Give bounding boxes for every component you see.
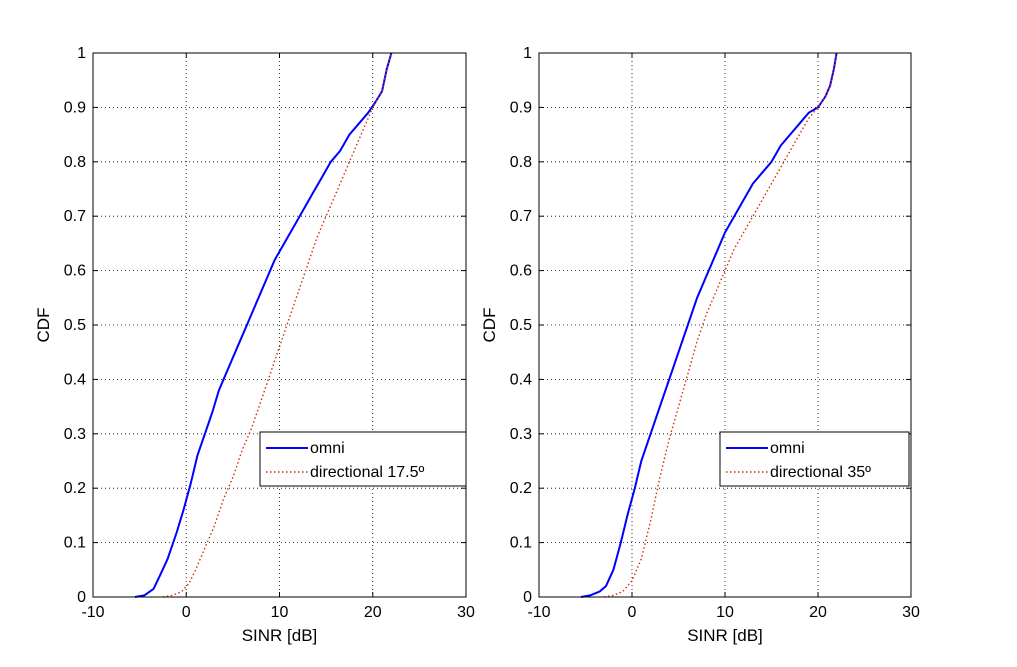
y-tick-label: 0.1 (64, 535, 86, 552)
x-tick-label: 0 (628, 604, 637, 621)
x-tick-label: 20 (809, 604, 827, 621)
x-tick-label: 30 (902, 604, 920, 621)
chart-right: -10 0 10 20 3000.10.20.30.40.50.60.70.80.91S… (480, 45, 920, 645)
y-tick-label: 0.9 (510, 99, 532, 116)
series-line-omni (580, 52, 838, 598)
y-tick-label: 0.9 (64, 99, 86, 116)
y-tick-label: 0.5 (510, 317, 532, 334)
x-tick-label: 20 (364, 604, 382, 621)
y-tick-label: 1 (77, 45, 86, 62)
x-tick-label: -10 (527, 604, 550, 621)
x-tick-label: 10 (271, 604, 289, 621)
legend: omni directional 35º (719, 431, 910, 487)
x-axis-label: SINR [dB] (242, 626, 318, 645)
series-line-directional (603, 52, 838, 598)
x-axis-label: SINR [dB] (687, 626, 763, 645)
series-line-omni (134, 52, 393, 598)
y-tick-label: 0.7 (510, 208, 532, 225)
x-tick-label: 0 (182, 604, 191, 621)
y-tick-label: 0.1 (510, 535, 532, 552)
legend-box (259, 431, 467, 487)
series-line-directional (162, 52, 393, 598)
y-tick-label: 0.3 (510, 426, 532, 443)
y-tick-label: 0 (523, 589, 532, 606)
legend-label: directional 35º (770, 464, 871, 481)
legend-box (719, 431, 910, 487)
y-tick-label: 0 (77, 589, 86, 606)
y-tick-label: 0.7 (64, 208, 86, 225)
y-tick-label: 0.4 (64, 371, 86, 388)
y-tick-label: 0.2 (510, 480, 532, 497)
y-axis-label: CDF (480, 308, 499, 343)
y-tick-label: 0.4 (510, 371, 532, 388)
y-tick-label: 0.8 (64, 154, 86, 171)
y-axis-label: CDF (34, 308, 53, 343)
chart-left: -10 0 10 20 3000.10.20.30.40.50.60.70.80.91S… (34, 45, 475, 645)
x-tick-label: 30 (457, 604, 475, 621)
y-tick-label: 0.8 (510, 154, 532, 171)
legend: omni directional 17.5º (259, 431, 467, 487)
legend-label: directional 17.5º (310, 464, 425, 481)
y-tick-label: 0.5 (64, 317, 86, 334)
legend-label: omni (310, 440, 345, 457)
x-tick-label: 10 (716, 604, 734, 621)
legend-label: omni (770, 440, 805, 457)
y-tick-label: 0.3 (64, 426, 86, 443)
y-tick-label: 0.2 (64, 480, 86, 497)
x-tick-label: -10 (81, 604, 104, 621)
y-tick-label: 1 (523, 45, 532, 62)
y-tick-label: 0.6 (510, 263, 532, 280)
y-tick-label: 0.6 (64, 263, 86, 280)
